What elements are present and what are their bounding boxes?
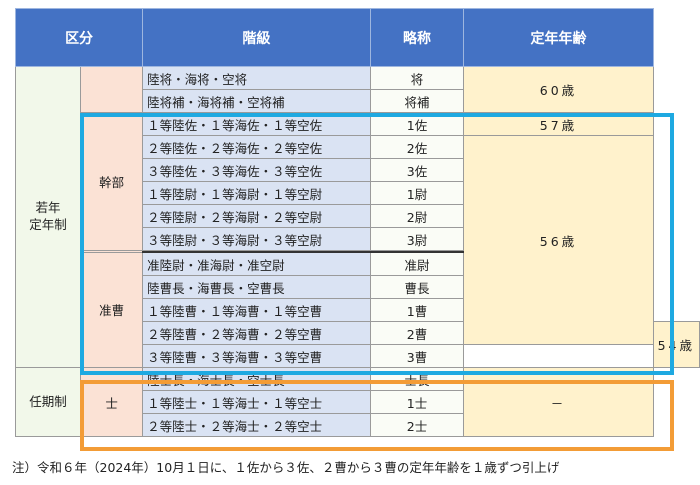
age-57: 57歳 (463, 112, 654, 136)
category-ninki: 任期制 (14, 367, 82, 437)
table-row: ３等陸曹・３等海曹・３等空曹 3曹 (16, 344, 700, 368)
subcategory-kanbu: 幹部 (80, 112, 144, 251)
rank-name: ２等陸曹・２等海曹・２等空曹 (142, 321, 371, 345)
table-row: 若年 定年制 陸将・海将・空将 将 60歳 (14, 66, 700, 368)
rank-abbr: 1佐 (369, 112, 465, 136)
rank-name: ３等陸曹・３等海曹・３等空曹 (142, 344, 371, 368)
table-row: ２等陸士・２等海士・２等空士 2士 (16, 413, 700, 437)
table-row: ２等陸尉・２等海尉・２等空尉 2尉 (16, 204, 700, 228)
table-row: １等陸曹・１等海曹・１等空曹 1曹 (16, 298, 700, 322)
rank-abbr: 将 (369, 66, 465, 90)
rank-abbr: 3尉 (369, 227, 465, 251)
subcategory-blank (80, 66, 144, 113)
rank-name: 陸曹長・海曹長・空曹長 (142, 275, 371, 299)
subcategory-shi: 士 (80, 367, 144, 437)
rank-name: １等陸曹・１等海曹・１等空曹 (142, 298, 371, 322)
table-row: ３等陸尉・３等海尉・３等空尉 3尉 (16, 227, 700, 251)
header-category: 区分 (14, 8, 144, 67)
table-row: 任期制 士 陸士長・海士長・空士長 士長 － (14, 367, 700, 437)
retirement-age-table: 区分 階級 略称 定年年齢 若年 定年制 陸将・海将・空将 将 60歳 陸将補・… (14, 8, 700, 437)
rank-abbr: 1尉 (369, 181, 465, 205)
table-row: １等陸尉・１等海尉・１等空尉 1尉 (16, 181, 700, 205)
rank-abbr: 将補 (369, 89, 465, 113)
rank-abbr: 2佐 (369, 135, 465, 159)
rank-name: １等陸尉・１等海尉・１等空尉 (142, 181, 371, 205)
table-row: ２等陸曹・２等海曹・２等空曹 2曹 54歳 (16, 321, 700, 368)
rank-name: 准陸尉・准海尉・准空尉 (142, 251, 371, 276)
rank-name: 陸士長・海士長・空士長 (142, 367, 371, 391)
header-age: 定年年齢 (463, 8, 654, 67)
rank-abbr: 曹長 (369, 275, 465, 299)
rank-name: ２等陸佐・２等海佐・２等空佐 (142, 135, 371, 159)
table-row: 陸将補・海将補・空将補 将補 (16, 89, 700, 113)
header-abbr: 略称 (369, 8, 465, 67)
subcategory-junso: 准曹 (80, 251, 144, 368)
rank-name: ２等陸士・２等海士・２等空士 (142, 413, 371, 437)
rank-name: １等陸佐・１等海佐・１等空佐 (142, 112, 371, 136)
age-none: － (463, 367, 654, 437)
header-rank: 階級 (142, 8, 371, 67)
table-row: １等陸士・１等海士・１等空士 1士 (16, 390, 700, 414)
footnote: 注）令和６年（2024年）10月１日に、１佐から３佐、２曹から３曹の定年年齢を１… (12, 460, 560, 475)
rank-abbr: 2尉 (369, 204, 465, 228)
category-wakanen: 若年 定年制 (14, 66, 82, 368)
rank-abbr: 1曹 (369, 298, 465, 322)
table-row: ２等陸佐・２等海佐・２等空佐 2佐 56歳 (16, 135, 700, 345)
age-54: 54歳 (652, 321, 700, 368)
table-row: ３等陸佐・３等海佐・３等空佐 3佐 (16, 158, 700, 182)
rank-abbr: 准尉 (369, 251, 465, 276)
rank-abbr: 2士 (369, 413, 465, 437)
rank-abbr: 1士 (369, 390, 465, 414)
rank-abbr: 3佐 (369, 158, 465, 182)
rank-name: ２等陸尉・２等海尉・２等空尉 (142, 204, 371, 228)
divider-abbr (369, 250, 465, 253)
table-row: 准曹 准陸尉・准海尉・准空尉 准尉 (16, 251, 700, 368)
rank-name: 陸将補・海将補・空将補 (142, 89, 371, 113)
divider-rank (142, 250, 371, 253)
age-60: 60歳 (463, 66, 654, 113)
rank-name: １等陸士・１等海士・１等空士 (142, 390, 371, 414)
rank-name: ３等陸佐・３等海佐・３等空佐 (142, 158, 371, 182)
rank-abbr: 士長 (369, 367, 465, 391)
age-56: 56歳 (463, 135, 654, 345)
rank-abbr: 2曹 (369, 321, 465, 345)
rank-name: 陸将・海将・空将 (142, 66, 371, 90)
rank-name: ３等陸尉・３等海尉・３等空尉 (142, 227, 371, 251)
rank-abbr: 3曹 (369, 344, 465, 368)
table-row: 幹部 １等陸佐・１等海佐・１等空佐 1佐 57歳 (16, 112, 700, 251)
header-row: 区分 階級 略称 定年年齢 (14, 8, 700, 67)
